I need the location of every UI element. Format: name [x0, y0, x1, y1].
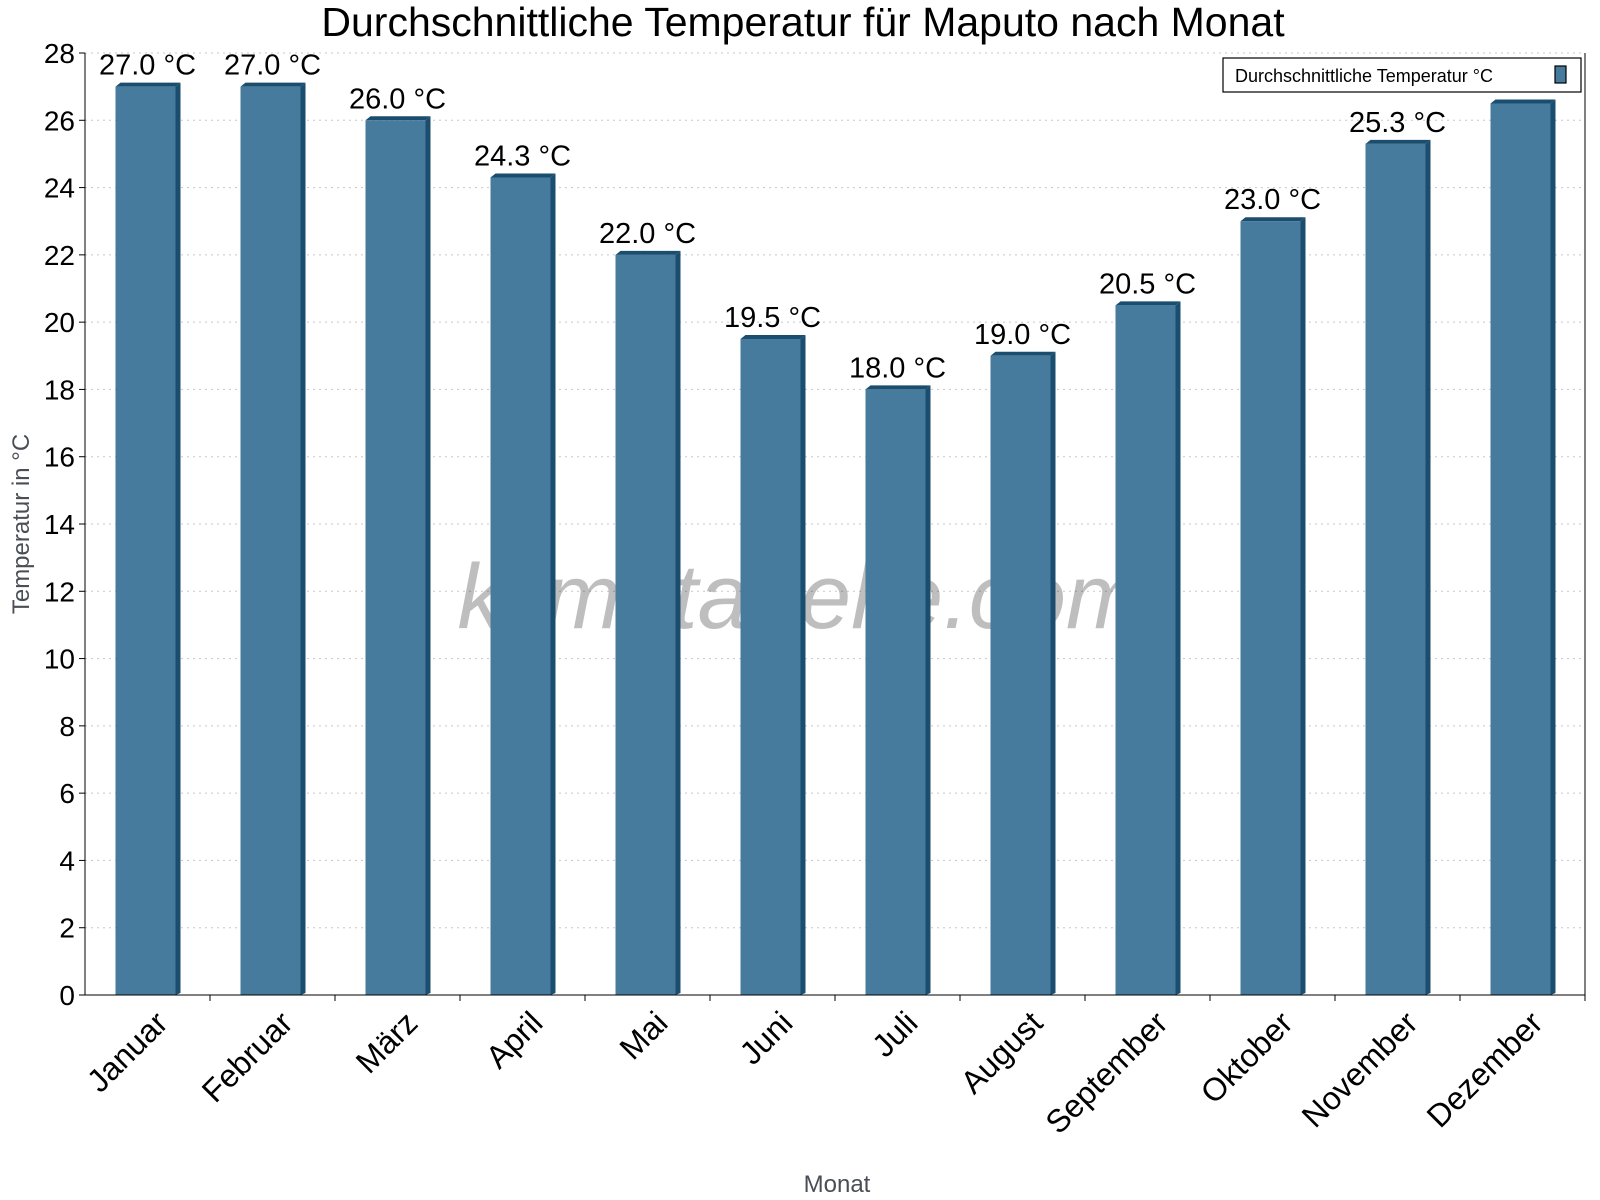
bar-side — [1175, 301, 1181, 996]
y-tick-label: 8 — [59, 711, 75, 742]
x-tick-label: Februar — [195, 1004, 300, 1109]
bar-august — [990, 355, 1051, 995]
data-label: 27.0 °C — [99, 50, 196, 82]
bar-side — [550, 173, 556, 995]
y-tick-label: 16 — [44, 442, 75, 473]
x-axis-label: Monat — [804, 1171, 871, 1198]
bar-side — [300, 82, 306, 995]
data-label: 19.0 °C — [974, 319, 1071, 351]
y-axis-label: Temperatur in °C — [8, 434, 35, 614]
x-tick-label: Oktober — [1194, 1004, 1300, 1110]
data-label: 22.0 °C — [599, 218, 696, 250]
data-label: 27.0 °C — [224, 50, 321, 82]
data-label: 24.3 °C — [474, 140, 571, 172]
bar-top — [865, 385, 931, 390]
bar-side — [175, 82, 181, 995]
data-label: 20.5 °C — [1099, 268, 1196, 300]
y-tick-label: 14 — [44, 509, 75, 540]
bar-top — [740, 334, 806, 339]
bar-mai — [615, 254, 676, 995]
bar-side — [925, 385, 931, 995]
y-tick-label: 2 — [59, 913, 75, 944]
legend-swatch — [1554, 65, 1567, 84]
x-tick-label: August — [954, 1004, 1050, 1100]
bar-top — [240, 82, 306, 87]
y-tick-label: 10 — [44, 644, 75, 675]
bar-top — [1365, 139, 1431, 144]
data-label: 25.3 °C — [1349, 107, 1446, 139]
bar-märz — [365, 120, 426, 996]
grid — [85, 52, 1585, 929]
x-tick-label: Juli — [865, 1004, 924, 1063]
y-tick-label: 24 — [44, 173, 75, 204]
y-tick-label: 4 — [59, 845, 75, 876]
data-label: 26.0 °C — [349, 83, 446, 115]
y-tick-label: 22 — [44, 240, 75, 271]
bar-oktober — [1240, 221, 1301, 995]
x-tick-label: Januar — [80, 1004, 175, 1099]
bar-top — [490, 173, 556, 178]
bar-side — [425, 116, 431, 996]
bar-juli — [865, 389, 926, 995]
bar-top — [1240, 217, 1306, 222]
x-tick-label: Mai — [613, 1004, 675, 1066]
bar-top — [1490, 99, 1556, 104]
bar-top — [1115, 301, 1181, 306]
bar-september — [1115, 305, 1176, 996]
x-tick-label: September — [1038, 1004, 1174, 1140]
x-tick-label: Dezember — [1420, 1004, 1550, 1134]
bar-april — [490, 177, 551, 995]
bar-top — [365, 116, 431, 121]
y-tick-label: 28 — [44, 38, 75, 69]
bar-side — [1300, 217, 1306, 995]
bar-januar — [115, 86, 176, 995]
bar-november — [1365, 143, 1426, 996]
bar-top — [615, 250, 681, 255]
bars: 27.0 °C 27.0 °C 26.0 °C 24.3 °C 22.0 °C 19.5 … — [99, 50, 1556, 996]
y-tick-label: 0 — [59, 980, 75, 1011]
legend: Durchschnittliche Temperatur °C — [1222, 57, 1582, 93]
y-tick-label: 20 — [44, 307, 75, 338]
bar-side — [800, 334, 806, 995]
bar-februar — [240, 86, 301, 995]
y-tick-label: 6 — [59, 778, 75, 809]
chart-title: Durchschnittliche Temperatur für Maputo … — [321, 0, 1285, 45]
data-label: 19.5 °C — [724, 302, 821, 334]
y-tick-label: 18 — [44, 374, 75, 405]
bar-side — [1550, 99, 1556, 995]
x-tick-label: März — [349, 1004, 425, 1080]
bar-top — [990, 351, 1056, 356]
bar-side — [1425, 139, 1431, 996]
legend-label: Durchschnittliche Temperatur °C — [1235, 66, 1493, 86]
bar-side — [1050, 351, 1056, 995]
bar-top — [115, 82, 181, 87]
legend-box — [1222, 57, 1582, 93]
y-tick-label: 26 — [44, 105, 75, 136]
data-label: 23.0 °C — [1224, 184, 1321, 216]
y-tick-label: 12 — [44, 576, 75, 607]
bar-dezember — [1490, 103, 1551, 995]
x-tick-label: Juni — [732, 1004, 799, 1071]
data-label: 18.0 °C — [849, 352, 946, 384]
bar-side — [675, 250, 681, 995]
x-tick-label: April — [479, 1004, 550, 1075]
x-tick-label: November — [1295, 1004, 1425, 1134]
bar-juni — [740, 338, 801, 995]
